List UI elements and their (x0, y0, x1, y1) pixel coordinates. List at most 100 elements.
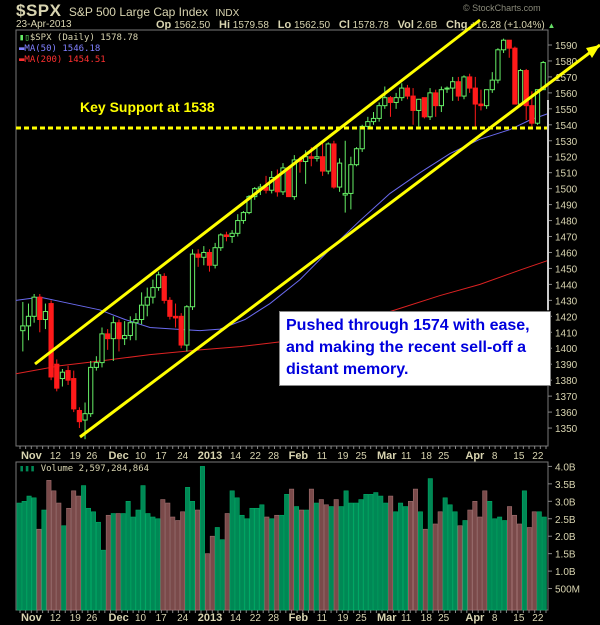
date-tick: 15 (513, 451, 525, 462)
volume-tick: 4.0B (555, 462, 576, 473)
volume-bar (427, 478, 433, 611)
date-tick: 24 (177, 613, 189, 624)
volume-bar (76, 495, 82, 611)
key-support-label: Key Support at 1538 (80, 99, 215, 115)
candle-body (286, 167, 292, 198)
volume-bar (358, 499, 364, 611)
volume-tick: 2.0B (555, 532, 576, 543)
date-tick: 15 (513, 613, 525, 624)
volume-bar (269, 518, 275, 611)
volume-bar (333, 499, 339, 611)
credit: © StockCharts.com (463, 3, 541, 13)
volume-bar (135, 509, 141, 611)
candle-body (206, 251, 213, 266)
volume-bar (308, 488, 314, 611)
volume-bar (497, 516, 503, 611)
date-tick: 17 (156, 613, 168, 624)
volume-bar (408, 500, 413, 611)
candle-body (506, 39, 512, 49)
volume-value: 2.6B (416, 20, 438, 31)
volume-bar (140, 485, 146, 611)
volume-bar (323, 504, 329, 611)
date-tick: 25 (356, 451, 368, 462)
close-label: Cl (338, 19, 350, 31)
volume-bar (531, 511, 537, 611)
volume-bar (16, 502, 22, 611)
date-tick: Feb (289, 612, 309, 624)
legend-ma200: ▬MA(200) 1454.51 (19, 55, 106, 65)
date-tick: 17 (156, 451, 168, 462)
candle-body (529, 105, 535, 124)
candle-body (127, 322, 133, 336)
candle-body (370, 117, 377, 123)
price-tick: 1370 (555, 392, 578, 403)
candle-body (314, 156, 320, 159)
low-label: Lo (277, 19, 292, 31)
candle-body (54, 363, 60, 389)
date-tick: Apr (465, 612, 485, 624)
candle-body (376, 105, 382, 119)
candle-body (433, 92, 439, 107)
date-tick: 14 (230, 613, 242, 624)
volume-bar (462, 520, 468, 611)
date-tick: 22 (250, 451, 262, 462)
price-tick: 1460 (555, 248, 578, 259)
low-value: 1562.50 (293, 20, 331, 31)
candle-body (393, 97, 399, 103)
candle-body (438, 89, 444, 107)
candle-body (48, 303, 54, 378)
volume-bar (105, 514, 111, 611)
candle-body (223, 234, 230, 238)
index-name: S&P 500 Large Cap Index (68, 5, 209, 19)
date-tick: Nov (21, 450, 43, 462)
high-label: Hi (219, 19, 230, 31)
candle-body (201, 251, 207, 258)
candle-body (155, 274, 162, 289)
date-tick: 11 (317, 613, 328, 624)
candle-body (399, 87, 405, 99)
volume-bar (160, 499, 166, 611)
candle-body (99, 333, 105, 364)
candle-body (461, 76, 467, 97)
candle-icon: ▮▯ (19, 33, 30, 43)
candle-body (167, 299, 173, 317)
candle-body (382, 97, 388, 107)
candle-body (65, 370, 71, 381)
volume-bar (398, 502, 404, 611)
candle-body (336, 162, 343, 188)
candle-body (410, 95, 416, 111)
volume-bar (31, 497, 37, 611)
candle-body (229, 232, 235, 238)
candle-body (133, 319, 139, 324)
price-tick: 1540 (555, 121, 578, 132)
volume-bar (81, 485, 87, 611)
date-tick: 26 (86, 613, 98, 624)
candle-body (189, 253, 196, 308)
date-tick: 26 (86, 451, 98, 462)
date-tick: 28 (268, 613, 280, 624)
price-tick: 1530 (555, 137, 578, 148)
date-tick: 14 (230, 451, 242, 462)
price-tick: 1590 (555, 41, 578, 52)
price-tick: 1380 (555, 376, 578, 387)
date-tick: 11 (317, 451, 328, 462)
volume-bar (536, 511, 542, 611)
volume-bar (195, 509, 200, 611)
volume-bar (100, 549, 106, 611)
candle-body (20, 325, 26, 332)
date-tick: 10 (135, 451, 147, 462)
price-tick: 1360 (555, 408, 578, 419)
date-tick: 11 (401, 451, 412, 462)
price-tick: 1480 (555, 217, 578, 228)
volume-bar (467, 509, 473, 611)
candle-body (122, 334, 128, 340)
ohlc-summary: Op 1562.50 Hi 1579.58 Lo 1562.50 Cl 1578… (150, 19, 555, 31)
symbol: $SPX (16, 1, 62, 20)
candle-body (172, 315, 179, 319)
candle-body (37, 296, 43, 321)
date-tick: Feb (289, 450, 309, 462)
candle-body (450, 81, 456, 89)
price-tick: 1440 (555, 280, 578, 291)
price-tick: 1350 (555, 424, 578, 435)
